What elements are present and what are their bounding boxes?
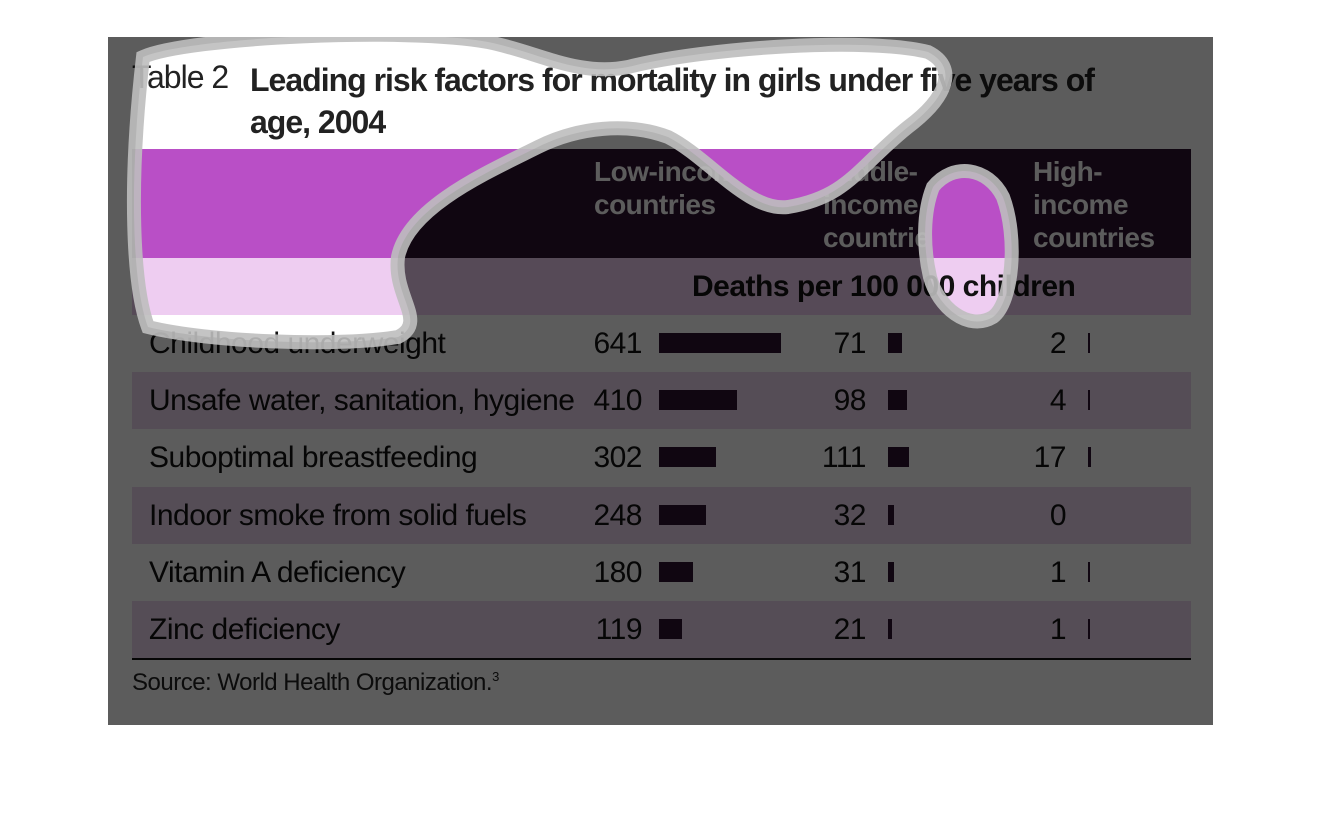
value-middle: 111 — [821, 441, 867, 475]
bar-high — [1088, 333, 1090, 353]
bar-middle — [888, 333, 902, 353]
bar-high — [1088, 619, 1090, 639]
header-low-income: Low-income countries — [594, 156, 753, 220]
header-high-income: High-income countries — [1033, 156, 1155, 253]
value-low: 248 — [593, 498, 642, 532]
value-high: 0 — [1049, 498, 1067, 532]
bar-low — [659, 619, 682, 639]
value-middle: 32 — [833, 498, 867, 532]
bar-high — [1088, 561, 1090, 582]
table-row: Vitamin A deficiency 180 31 1 — [132, 544, 1191, 601]
risk-label: Unsafe water, sanitation, hygiene — [149, 384, 575, 418]
bar-low — [659, 447, 717, 468]
value-low: 410 — [593, 384, 642, 418]
value-middle: 21 — [833, 613, 867, 646]
table-row: Indoor smoke from solid fuels 248 32 0 — [132, 486, 1191, 544]
value-low: 180 — [593, 555, 642, 589]
bar-middle — [888, 619, 892, 639]
risk-label: Indoor smoke from solid fuels — [149, 498, 527, 532]
risk-label: Vitamin A deficiency — [149, 555, 406, 589]
source-ref: 3 — [492, 669, 499, 684]
value-middle: 98 — [833, 384, 867, 418]
value-middle: 71 — [833, 327, 867, 360]
risk-label: Zinc deficiency — [149, 613, 340, 646]
source-note: Source: World Health Organization.3 — [132, 669, 499, 697]
risk-label: Suboptimal breastfeeding — [149, 441, 478, 475]
table-row: Suboptimal breastfeeding 302 111 17 — [132, 429, 1191, 486]
header-risk: Risk — [149, 156, 207, 187]
bar-high — [1088, 390, 1090, 411]
value-low: 641 — [593, 327, 642, 360]
unit-row: Deaths per 100 000 children — [132, 258, 1191, 315]
table-row: Zinc deficiency 119 21 1 — [132, 601, 1191, 658]
bar-middle — [888, 504, 895, 525]
table-row: Childhood underweight 641 71 2 — [132, 315, 1191, 372]
table-content: Table 2 Leading risk factors for mortali… — [108, 37, 1213, 725]
table-figure: Table 2 Leading risk factors for mortali… — [108, 37, 1213, 725]
bar-middle — [888, 561, 894, 582]
risk-label: Childhood underweight — [149, 327, 446, 360]
value-low: 119 — [595, 613, 643, 646]
bar-high — [1088, 447, 1092, 468]
value-high: 2 — [1049, 327, 1067, 360]
value-low: 302 — [593, 441, 642, 475]
header-row: Risk Low-income countries Middle-income … — [132, 149, 1191, 258]
value-high: 17 — [1033, 441, 1067, 475]
table-number: Table 2 — [132, 59, 229, 95]
header-middle-income: Middle-income countries — [823, 156, 945, 253]
bar-low — [659, 390, 738, 411]
value-high: 4 — [1049, 384, 1067, 418]
value-high: 1 — [1049, 555, 1067, 589]
bar-low — [659, 504, 707, 525]
bar-low — [659, 333, 781, 353]
table-title-text: Leading risk factors for mortality in gi… — [250, 62, 1095, 140]
bar-middle — [888, 390, 907, 411]
bar-middle — [888, 447, 910, 468]
value-high: 1 — [1049, 613, 1067, 646]
source-text: Source: World Health Organization. — [132, 669, 493, 696]
table-row: Unsafe water, sanitation, hygiene 410 98 4 — [132, 372, 1191, 430]
bottom-rule — [132, 658, 1191, 660]
bar-low — [659, 561, 694, 582]
unit-label: Deaths per 100 000 children — [692, 270, 1076, 303]
value-middle: 31 — [833, 555, 867, 589]
